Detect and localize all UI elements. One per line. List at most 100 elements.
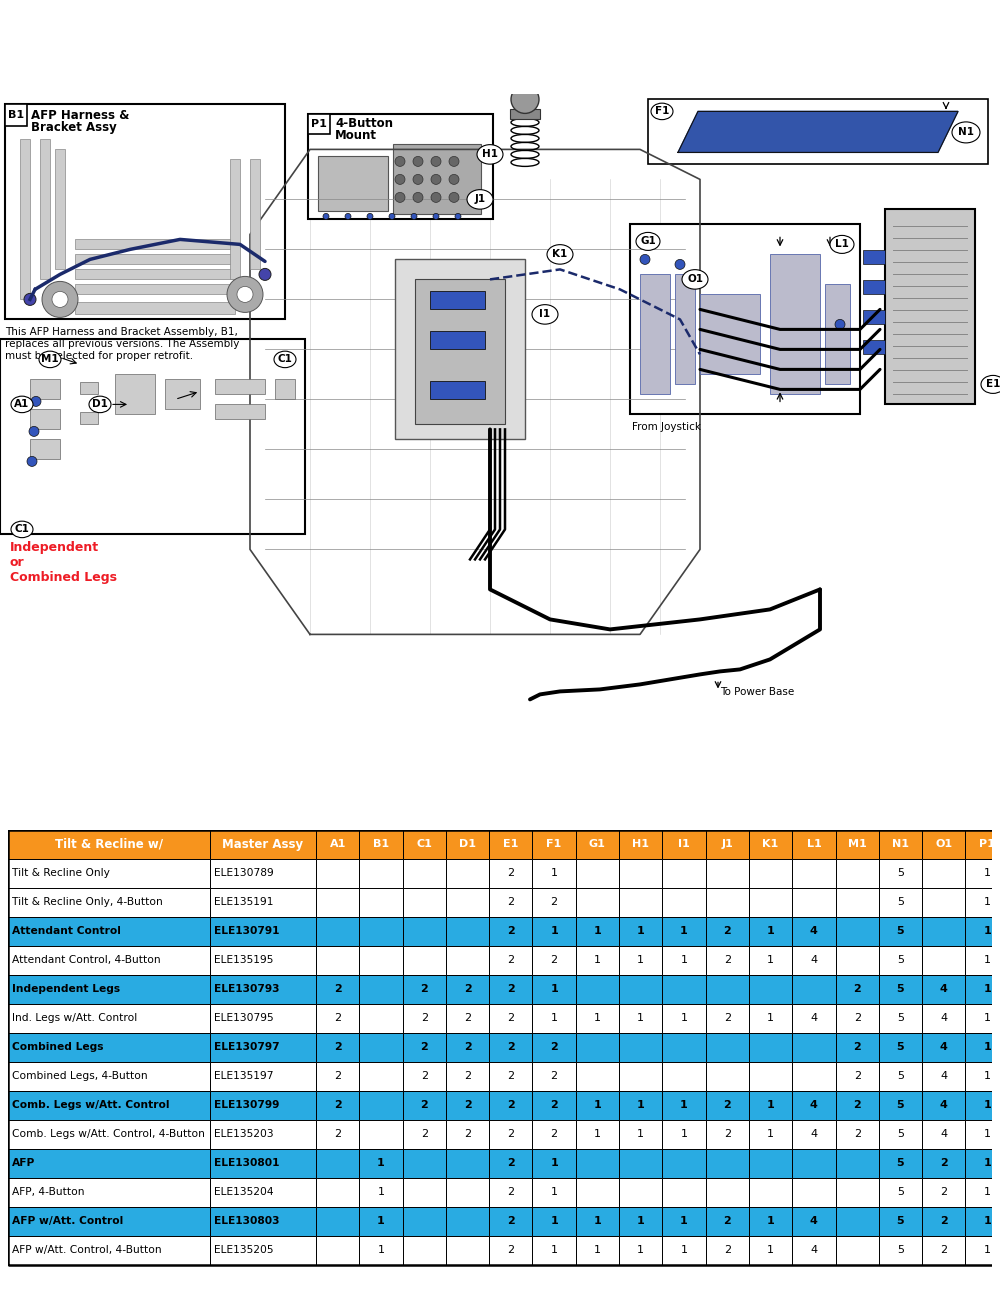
Bar	[446, 918, 489, 946]
Text: 1: 1	[983, 1043, 991, 1052]
Bar	[446, 830, 489, 859]
Bar	[792, 946, 836, 975]
Bar	[662, 1033, 706, 1061]
Bar	[489, 946, 532, 975]
Bar	[532, 1004, 576, 1033]
Text: 4: 4	[810, 1217, 818, 1226]
Text: C1: C1	[15, 524, 29, 535]
Bar	[879, 1206, 922, 1236]
Bar	[662, 1061, 706, 1091]
Bar	[792, 1178, 836, 1206]
Bar	[576, 1033, 619, 1061]
Bar	[316, 887, 359, 918]
Bar	[706, 1149, 749, 1178]
Bar	[648, 99, 988, 165]
Bar	[75, 239, 235, 250]
Bar	[706, 975, 749, 1004]
Bar	[210, 1120, 316, 1149]
Bar	[20, 140, 30, 299]
Bar	[403, 1206, 446, 1236]
Polygon shape	[678, 111, 958, 153]
Text: 5: 5	[897, 898, 904, 907]
Bar	[749, 1061, 792, 1091]
Text: K1: K1	[552, 250, 568, 259]
Circle shape	[431, 157, 441, 166]
Text: J1: J1	[474, 195, 486, 204]
Text: 2: 2	[507, 1129, 514, 1140]
Bar	[576, 975, 619, 1004]
Bar	[359, 918, 403, 946]
Bar	[576, 1178, 619, 1206]
Bar	[662, 887, 706, 918]
Bar	[836, 1120, 879, 1149]
Bar	[576, 1120, 619, 1149]
Circle shape	[835, 319, 845, 329]
Text: 2: 2	[724, 955, 731, 966]
Circle shape	[389, 213, 395, 220]
Text: I1: I1	[678, 839, 690, 850]
Bar	[532, 1091, 576, 1120]
Bar	[8, 887, 210, 918]
Bar	[359, 1091, 403, 1120]
Text: 2: 2	[724, 1013, 731, 1023]
Text: Independent
or
Combined Legs: Independent or Combined Legs	[10, 541, 117, 584]
Bar	[316, 1091, 359, 1120]
Bar	[706, 830, 749, 859]
Bar	[210, 1178, 316, 1206]
Text: 1: 1	[550, 927, 558, 936]
Bar	[879, 1091, 922, 1120]
Text: 2: 2	[940, 1246, 947, 1256]
Text: O1: O1	[935, 839, 952, 850]
Bar	[619, 887, 662, 918]
Circle shape	[31, 396, 41, 406]
Bar	[359, 887, 403, 918]
Bar	[489, 1033, 532, 1061]
Bar	[8, 1033, 210, 1061]
Circle shape	[29, 426, 39, 437]
Bar	[922, 975, 965, 1004]
Text: 2: 2	[421, 1072, 428, 1081]
Text: 2: 2	[420, 1043, 428, 1052]
Text: 1: 1	[767, 1129, 774, 1140]
Text: 1: 1	[594, 1129, 601, 1140]
Bar	[403, 946, 446, 975]
Text: Attendant Control: Attendant Control	[12, 927, 121, 936]
Bar	[836, 1178, 879, 1206]
Bar	[210, 975, 316, 1004]
Bar	[210, 830, 316, 859]
Bar	[210, 1033, 316, 1061]
Bar	[0, 340, 305, 535]
Text: 4: 4	[940, 1043, 948, 1052]
Text: 1: 1	[767, 1100, 774, 1111]
Text: 1: 1	[637, 1246, 644, 1256]
Bar	[922, 1149, 965, 1178]
Ellipse shape	[467, 190, 493, 209]
Bar	[8, 918, 210, 946]
Bar	[115, 374, 155, 414]
Text: P1: P1	[979, 839, 995, 850]
Bar	[230, 159, 240, 280]
Text: 1: 1	[551, 1246, 558, 1256]
Text: 5: 5	[897, 1100, 904, 1111]
Text: 2: 2	[334, 1100, 342, 1111]
Text: 5: 5	[897, 1158, 904, 1168]
Text: 1: 1	[984, 898, 991, 907]
Text: This AFP Harness and Bracket Assembly, B1,
replaces all previous versions. The A: This AFP Harness and Bracket Assembly, B…	[5, 327, 239, 361]
Bar	[662, 1178, 706, 1206]
Text: 1: 1	[377, 1217, 385, 1226]
Text: M1: M1	[848, 839, 867, 850]
Text: G1: G1	[589, 839, 606, 850]
Bar	[863, 340, 885, 354]
Bar	[359, 859, 403, 887]
Bar	[8, 1004, 210, 1033]
Bar	[489, 1149, 532, 1178]
Bar	[749, 887, 792, 918]
Text: 1: 1	[551, 868, 558, 878]
Bar	[316, 1236, 359, 1265]
Text: 1: 1	[767, 1013, 774, 1023]
Text: 2: 2	[464, 1072, 471, 1081]
Bar	[879, 1120, 922, 1149]
Text: 4: 4	[810, 1246, 817, 1256]
Text: To Power Base: To Power Base	[720, 687, 794, 698]
Text: 1: 1	[984, 955, 991, 966]
